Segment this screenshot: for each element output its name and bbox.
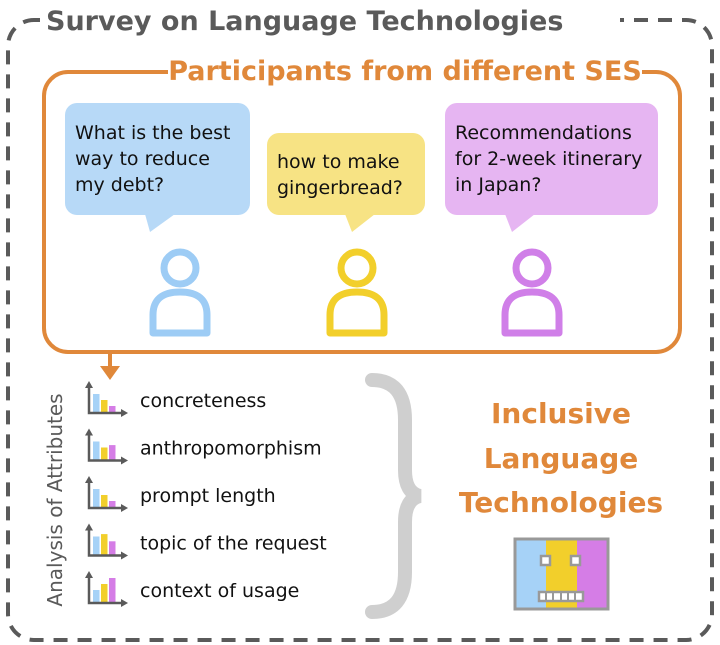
bubble-line: way to reduce <box>75 148 210 170</box>
bar <box>101 584 108 602</box>
bar <box>93 394 100 412</box>
robot-icon <box>513 537 610 611</box>
speech-bubble-purple: Recommendations for 2-week itinerary in … <box>445 103 658 232</box>
survey-title: Survey on Language Technologies <box>46 6 563 37</box>
bubble-line: my debt? <box>75 174 164 196</box>
bubble-line: for 2-week itinerary <box>455 148 642 170</box>
analysis-label: Analysis of Attributes <box>43 393 67 606</box>
bubble-line: how to make <box>277 151 400 173</box>
attribute-label: context of usage <box>140 580 299 602</box>
result-line: Technologies <box>459 486 663 519</box>
bar <box>93 489 100 507</box>
bar <box>101 447 108 460</box>
person-icon <box>149 248 211 337</box>
speech-bubble-yellow: how to make gingerbread? <box>267 133 425 232</box>
speech-bubble-blue: What is the best way to reduce my debt? <box>65 103 250 232</box>
bar-chart-icon <box>85 428 128 465</box>
bar <box>109 501 116 507</box>
bubble-line: gingerbread? <box>277 177 403 199</box>
participants-title: Participants from different SES <box>168 56 642 87</box>
bar <box>109 406 116 412</box>
bar <box>93 590 100 602</box>
attribute-label: topic of the request <box>140 533 327 555</box>
bar <box>101 534 108 555</box>
attribute-label: concreteness <box>140 390 266 412</box>
attribute-label: prompt length <box>140 485 276 507</box>
result-line: Inclusive <box>491 397 631 430</box>
attribute-label: anthropomorphism <box>140 438 322 460</box>
bar <box>93 441 100 460</box>
bar-chart-icon <box>85 523 128 560</box>
bar-chart-icon <box>85 571 128 607</box>
result-line: Language <box>484 442 639 475</box>
bar-chart-icon <box>85 476 128 512</box>
bar <box>101 495 108 507</box>
bubble-line: in Japan? <box>455 174 541 196</box>
bar <box>101 400 108 412</box>
person-icon <box>501 248 563 337</box>
person-icon <box>326 248 388 337</box>
bubble-line: What is the best <box>75 122 231 144</box>
bubble-line: Recommendations <box>455 122 632 144</box>
bar <box>93 536 100 555</box>
bar <box>109 445 116 460</box>
brace <box>365 373 423 619</box>
bar-chart-icon <box>85 381 128 417</box>
arrow-down-icon <box>100 366 120 380</box>
bar <box>109 541 116 555</box>
bar <box>109 578 116 602</box>
